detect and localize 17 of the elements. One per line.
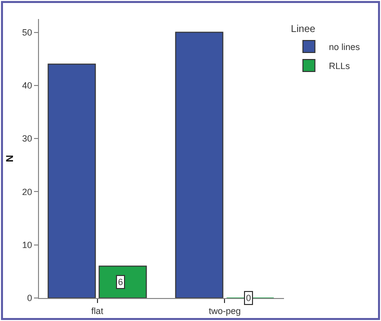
x-tick-label: two-peg [208, 306, 241, 316]
y-tick-label: 50 [22, 27, 32, 38]
bar [48, 64, 96, 298]
y-tick-label: 40 [22, 80, 32, 91]
data-label: 0 [246, 293, 252, 303]
legend-label: no lines [328, 42, 360, 52]
bar [98, 266, 147, 298]
legend-title: Linee [290, 24, 316, 35]
y-tick-label: 0 [27, 293, 32, 304]
y-tick-label: 30 [22, 134, 32, 144]
y-tick-label: 10 [22, 240, 32, 250]
data-label: 6 [118, 277, 124, 287]
y-axis-title: N [5, 154, 16, 162]
y-tick-label: 20 [22, 186, 32, 197]
legend-label: RLLs [328, 61, 350, 72]
bar [175, 32, 224, 298]
x-tick-label: flat [91, 306, 104, 316]
